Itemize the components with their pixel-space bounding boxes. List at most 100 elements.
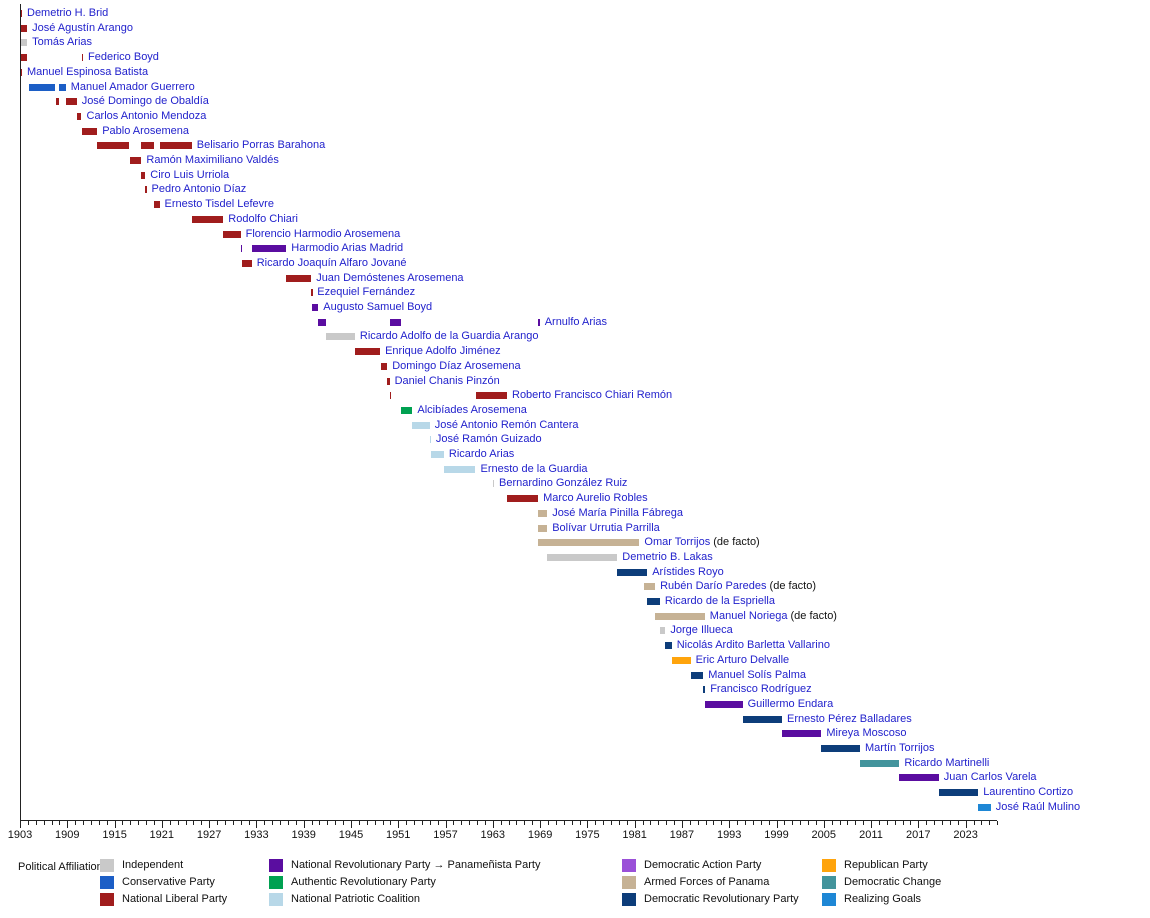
president-name-label[interactable]: Guillermo Endara: [748, 698, 834, 711]
president-name-label[interactable]: José Domingo de Obaldía: [82, 95, 209, 108]
president-name[interactable]: Ricardo de la Espriella: [664, 595, 775, 607]
president-name-label[interactable]: Ricardo Joaquín Alfaro Jované: [257, 257, 407, 270]
president-name-label[interactable]: Ernesto de la Guardia: [481, 463, 588, 476]
president-name[interactable]: Tomás Arias: [32, 36, 93, 49]
president-name-label[interactable]: Ernesto Tisdel Lefevre: [165, 198, 274, 211]
president-name-label[interactable]: Ricardo Martinelli: [904, 757, 989, 770]
president-name-label[interactable]: José Agustín Arango: [32, 22, 133, 35]
president-name[interactable]: Ramón Maximiliano Valdés: [146, 154, 279, 166]
president-name[interactable]: Arístides Royo: [652, 565, 724, 578]
president-name[interactable]: Demetrio B. Lakas: [622, 550, 713, 563]
president-name-label[interactable]: Omar Torrijos (de facto): [644, 536, 759, 549]
president-name[interactable]: Rubén Darío Paredes: [660, 580, 767, 593]
president-name[interactable]: Jorge Illueca: [670, 624, 733, 637]
president-name-label[interactable]: Nicolás Ardito Barletta Vallarino: [677, 639, 830, 652]
president-name-label[interactable]: Roberto Francisco Chiari Remón: [512, 389, 672, 402]
president-name[interactable]: Pedro Antonio Díaz: [151, 183, 247, 196]
president-name[interactable]: Florencio Harmodio Arosemena: [245, 227, 401, 240]
president-name[interactable]: Pablo Arosemena: [102, 124, 190, 137]
president-name-label[interactable]: Daniel Chanis Pinzón: [395, 375, 500, 388]
president-name[interactable]: Bolívar Urrutia Parrilla: [552, 521, 660, 534]
president-name-label[interactable]: Domingo Díaz Arosemena: [392, 360, 520, 373]
president-name-label[interactable]: Ramón Maximiliano Valdés: [146, 154, 278, 167]
president-name-label[interactable]: Augusto Samuel Boyd: [323, 301, 432, 314]
president-name-label[interactable]: Rubén Darío Paredes (de facto): [660, 580, 816, 593]
president-name[interactable]: Federico Boyd: [88, 51, 159, 64]
president-name[interactable]: José Antonio Remón Cantera: [434, 418, 579, 431]
president-name-label[interactable]: Alcibíades Arosemena: [417, 404, 526, 417]
president-name-label[interactable]: Tomás Arias: [32, 36, 92, 49]
president-name-label[interactable]: Carlos Antonio Mendoza: [87, 110, 207, 123]
president-name[interactable]: Carlos Antonio Mendoza: [86, 109, 207, 122]
president-name[interactable]: Eric Arturo Delvalle: [695, 653, 790, 666]
president-name-label[interactable]: Federico Boyd: [88, 51, 159, 64]
president-name-label[interactable]: Bolívar Urrutia Parrilla: [552, 522, 660, 535]
president-name[interactable]: Francisco Rodríguez: [710, 683, 812, 696]
president-name[interactable]: Augusto Samuel Boyd: [323, 301, 433, 313]
president-name[interactable]: Laurentino Cortizo: [983, 786, 1074, 799]
president-name-label[interactable]: Juan Carlos Varela: [944, 771, 1037, 784]
president-name[interactable]: Ricardo Adolfo de la Guardia Arango: [359, 330, 539, 343]
president-name-label[interactable]: Florencio Harmodio Arosemena: [246, 228, 401, 241]
president-name-label[interactable]: Enrique Adolfo Jiménez: [385, 345, 501, 358]
president-name-label[interactable]: Bernardino González Ruiz: [499, 477, 627, 490]
president-name[interactable]: Juan Carlos Varela: [943, 771, 1037, 784]
president-name-label[interactable]: Ricardo Arias: [449, 448, 514, 461]
president-name-label[interactable]: Laurentino Cortizo: [983, 786, 1073, 799]
president-name[interactable]: Ciro Luis Urriola: [150, 168, 230, 181]
president-name[interactable]: Juan Demóstenes Arosemena: [316, 271, 464, 284]
president-name-label[interactable]: Manuel Espinosa Batista: [27, 66, 148, 79]
president-name-label[interactable]: Belisario Porras Barahona: [197, 139, 325, 152]
president-name[interactable]: Martín Torrijos: [865, 742, 935, 754]
president-name-label[interactable]: Demetrio H. Brid: [27, 7, 108, 20]
president-name[interactable]: Demetrio H. Brid: [27, 7, 109, 19]
president-name[interactable]: José Raúl Mulino: [995, 800, 1081, 813]
president-name[interactable]: Domingo Díaz Arosemena: [392, 359, 521, 372]
president-name[interactable]: Ezequiel Fernández: [317, 286, 416, 299]
president-name[interactable]: Nicolás Ardito Barletta Vallarino: [676, 639, 830, 652]
president-name-label[interactable]: Juan Demóstenes Arosemena: [316, 272, 463, 285]
president-name-label[interactable]: José María Pinilla Fábrega: [552, 507, 683, 520]
president-name-label[interactable]: Martín Torrijos: [865, 742, 934, 755]
president-name[interactable]: Omar Torrijos: [644, 536, 711, 549]
president-name[interactable]: Enrique Adolfo Jiménez: [385, 345, 501, 358]
president-name[interactable]: Manuel Solís Palma: [708, 668, 807, 681]
president-name-label[interactable]: José Raúl Mulino: [996, 801, 1080, 814]
president-name-label[interactable]: Eric Arturo Delvalle: [696, 654, 790, 667]
president-name[interactable]: Bernardino González Ruiz: [499, 477, 628, 490]
president-name-label[interactable]: Manuel Amador Guerrero: [71, 81, 195, 94]
president-name[interactable]: Ricardo Martinelli: [904, 756, 990, 769]
president-name[interactable]: José Agustín Arango: [32, 21, 134, 34]
president-name[interactable]: Mireya Moscoso: [826, 727, 907, 740]
president-name-label[interactable]: Pablo Arosemena: [102, 125, 189, 138]
president-name[interactable]: José María Pinilla Fábrega: [552, 506, 684, 519]
president-name[interactable]: Ernesto de la Guardia: [480, 462, 588, 475]
president-name[interactable]: Daniel Chanis Pinzón: [394, 374, 500, 387]
president-name-label[interactable]: Marco Aurelio Robles: [543, 492, 648, 505]
president-name-label[interactable]: Demetrio B. Lakas: [622, 551, 712, 564]
president-name[interactable]: Ricardo Joaquín Alfaro Jované: [256, 256, 407, 269]
president-name[interactable]: José Domingo de Obaldía: [81, 95, 209, 108]
president-name-label[interactable]: Harmodio Arias Madrid: [291, 242, 403, 255]
president-name-label[interactable]: Ciro Luis Urriola: [150, 169, 229, 182]
president-name[interactable]: Rodolfo Chiari: [228, 212, 298, 225]
president-name[interactable]: José Ramón Guizado: [435, 433, 542, 446]
president-name[interactable]: Harmodio Arias Madrid: [291, 242, 404, 255]
president-name-label[interactable]: Manuel Noriega (de facto): [710, 610, 837, 623]
president-name[interactable]: Ernesto Pérez Balladares: [787, 712, 912, 725]
president-name[interactable]: Marco Aurelio Robles: [543, 492, 648, 505]
president-name-label[interactable]: Ricardo de la Espriella: [665, 595, 775, 608]
president-name[interactable]: Arnulfo Arias: [544, 315, 608, 328]
president-name[interactable]: Guillermo Endara: [747, 697, 834, 710]
president-name-label[interactable]: Arístides Royo: [652, 566, 724, 579]
president-name[interactable]: Manuel Espinosa Batista: [27, 65, 149, 78]
president-name-label[interactable]: Arnulfo Arias: [545, 316, 607, 329]
president-name-label[interactable]: Ernesto Pérez Balladares: [787, 713, 912, 726]
president-name-label[interactable]: Francisco Rodríguez: [710, 683, 812, 696]
president-name-label[interactable]: Jorge Illueca: [670, 624, 732, 637]
president-name[interactable]: Alcibíades Arosemena: [417, 403, 527, 416]
president-name-label[interactable]: Ricardo Adolfo de la Guardia Arango: [360, 330, 539, 343]
president-name[interactable]: Manuel Amador Guerrero: [70, 80, 195, 93]
president-name-label[interactable]: José Antonio Remón Cantera: [435, 419, 579, 432]
president-name-label[interactable]: Pedro Antonio Díaz: [152, 183, 247, 196]
